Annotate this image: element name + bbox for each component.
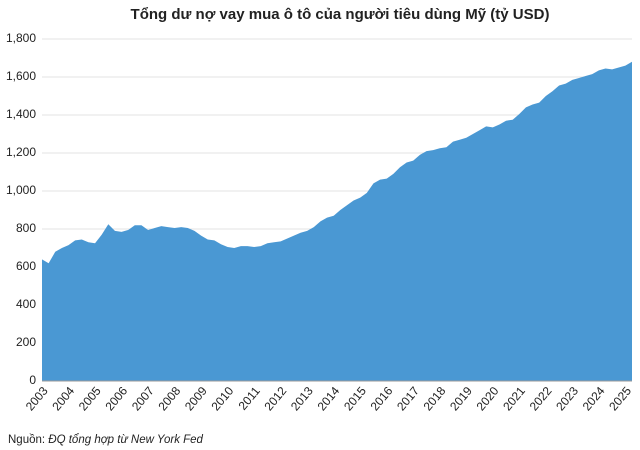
y-tick-label: 1,400 [6,107,36,121]
x-tick-label: 2018 [421,384,449,414]
x-tick-label: 2017 [394,384,422,414]
y-tick-label: 800 [16,221,36,235]
area [42,61,632,382]
y-tick-label: 0 [29,373,36,387]
x-tick-label: 2009 [182,384,210,414]
source-text: ĐQ tổng hợp từ New York Fed [48,434,203,446]
x-tick-label: 2019 [447,384,475,414]
x-tick-label: 2005 [76,384,104,414]
x-tick-label: 2007 [129,384,157,414]
y-tick-label: 1,200 [6,145,36,159]
x-tick-label: 2008 [155,384,183,414]
y-tick-label: 1,000 [6,183,36,197]
source-label: Nguồn: [8,434,45,446]
y-tick-label: 1,800 [6,31,36,45]
x-tick-label: 2013 [288,384,316,414]
x-tick-label: 2010 [208,384,236,414]
y-tick-label: 400 [16,297,36,311]
x-tick-label: 2022 [527,384,555,414]
x-tick-label: 2021 [500,384,528,414]
x-tick-label: 2006 [102,384,130,414]
x-tick-label: 2025 [606,384,634,414]
x-tick-label: 2016 [368,384,396,414]
x-tick-label: 2011 [236,384,264,413]
x-tick-label: 2024 [580,384,608,414]
y-tick-label: 1,600 [6,69,36,83]
x-tick-label: 2020 [474,384,502,414]
x-tick-label: 2003 [23,384,51,414]
source: Nguồn: ĐQ tổng hợp từ New York Fed [8,434,204,446]
chart-title: Tổng dư nợ vay mua ô tô của người tiêu d… [131,6,550,23]
x-tick-label: 2015 [341,384,369,414]
y-tick-label: 600 [16,259,36,273]
x-tick-label: 2023 [553,384,581,414]
x-tick-label: 2014 [315,384,343,414]
x-tick-label: 2004 [49,384,77,414]
x-tick-label: 2012 [261,384,289,414]
y-tick-label: 200 [16,335,36,349]
